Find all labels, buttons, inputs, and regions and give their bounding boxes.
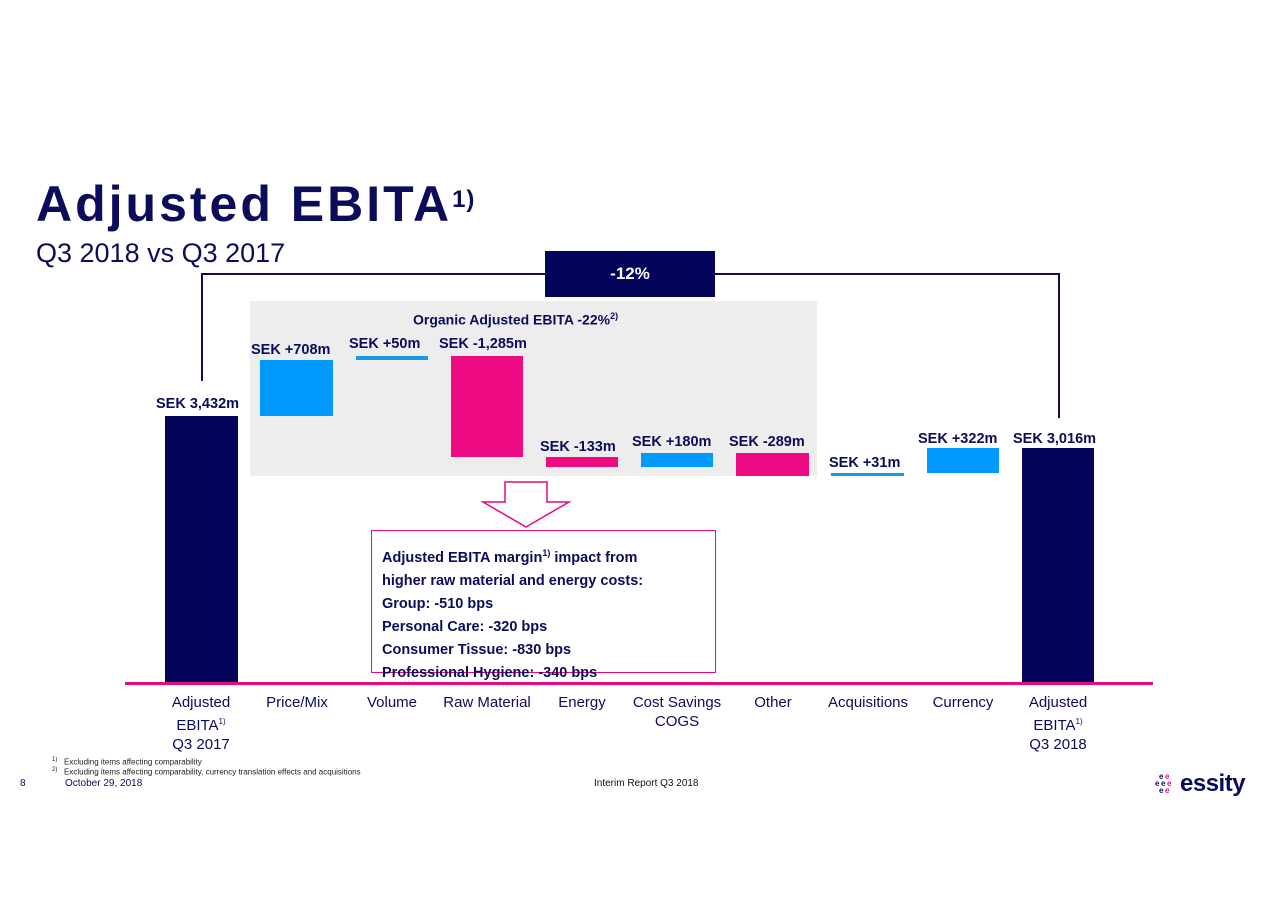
callout-group: Group: -510 bps [382,595,494,612]
category-line: EBITA1) [156,712,246,735]
category-line: COGS [654,713,700,730]
footnote-1: 1) Excluding items affecting comparabili… [52,757,202,767]
category-acquisitions: Acquisitions [827,694,909,711]
callout-heading-line2: higher raw material and energy costs: [382,572,644,589]
total-change-badge: -12% [545,251,715,297]
callout-professional-hygiene: Professional Hygiene: -340 bps [382,664,598,681]
bracket-left-vertical [201,273,203,381]
essity-logo-text: essity [1180,770,1246,797]
title-footnote-ref: 1) [452,186,476,213]
bar-label-volume: SEK +50m [349,336,421,352]
bar-label-other: SEK -289m [729,434,805,450]
bar-label-price-mix: SEK +708m [251,342,331,358]
category-cost-savings-cogs: Cost Savings COGS [622,693,732,731]
category-ebita-q3-2017: Adjusted EBITA1) Q3 2017 [156,693,246,754]
footnote-text: Excluding items affecting comparability,… [64,767,361,777]
category-text: EBITA [176,717,219,734]
category-line: Q3 2017 [172,736,230,753]
footnote-text: Excluding items affecting comparability [64,757,202,767]
callout-footnote-ref: 1) [542,548,551,558]
svg-text:e: e [1161,779,1166,788]
footnote-ref: 1) [52,757,58,763]
bar-ebita-q3-2018 [1022,448,1094,683]
svg-text:e: e [1159,772,1164,781]
category-raw-material: Raw Material [443,694,531,711]
category-price-mix: Price/Mix [266,694,328,711]
callout-personal-care: Personal Care: -320 bps [382,618,548,635]
organic-footnote-ref: 2) [610,311,619,321]
footnote-ref: 2) [52,767,58,773]
footer-report-title: Interim Report Q3 2018 [594,778,699,789]
bracket-top-left [201,273,546,275]
down-arrow-icon [480,481,572,528]
callout-heading-line1: Adjusted EBITA margin1) impact from [382,542,705,570]
category-line: Adjusted [1028,694,1088,711]
category-currency: Currency [932,694,994,711]
category-footnote-ref: 1) [1075,717,1083,726]
svg-text:e: e [1159,786,1164,795]
bar-ebita-q3-2017 [165,416,238,683]
category-line: Cost Savings [632,694,722,711]
callout-heading-suffix: impact from [550,549,638,566]
callout-consumer-tissue: Consumer Tissue: -830 bps [382,641,572,658]
category-line: Adjusted [171,694,231,711]
footnote-2: 2) Excluding items affecting comparabili… [52,767,361,777]
bar-label-cost-savings-cogs: SEK +180m [632,434,712,450]
category-line: EBITA1) [1013,712,1103,735]
bar-acquisitions [831,473,904,476]
bar-label-acquisitions: SEK +31m [829,455,901,471]
bar-raw-material [451,356,523,457]
organic-region-background [250,301,817,476]
margin-impact-callout: Adjusted EBITA margin1) impact from high… [371,530,716,681]
svg-text:e: e [1165,772,1170,781]
bracket-right-vertical [1058,273,1060,418]
svg-text:e: e [1165,786,1170,795]
category-volume: Volume [366,694,418,711]
bar-label-energy: SEK -133m [540,439,616,455]
bar-label-currency: SEK +322m [918,431,998,447]
organic-label-text: Organic Adjusted EBITA -22% [413,311,611,328]
bar-label-raw-material: SEK -1,285m [439,336,527,352]
category-energy: Energy [558,694,606,711]
slide-title: Adjusted EBITA1) [36,176,475,232]
bar-energy [546,457,618,467]
callout-heading-text: Adjusted EBITA margin [382,549,543,566]
title-text: Adjusted EBITA [36,176,453,232]
bar-volume [356,356,428,360]
slide-subtitle: Q3 2018 vs Q3 2017 [36,238,286,268]
bar-cost-savings-cogs [641,453,713,467]
category-text: EBITA [1033,717,1076,734]
page-number: 8 [20,778,26,789]
organic-ebita-label: Organic Adjusted EBITA -22%2) [413,311,618,328]
footer-date: October 29, 2018 [65,778,143,789]
category-footnote-ref: 1) [218,717,226,726]
category-ebita-q3-2018: Adjusted EBITA1) Q3 2018 [1013,693,1103,754]
bar-other [736,453,809,476]
category-other: Other [754,694,792,711]
bar-currency [927,448,999,473]
bar-price-mix [260,360,333,416]
bracket-top-right [714,273,1060,275]
svg-text:e: e [1155,779,1160,788]
bar-label-ebita-q3-2018: SEK 3,016m [1013,431,1097,447]
category-line: Q3 2018 [1029,736,1087,753]
svg-text:e: e [1167,779,1172,788]
x-axis-line [125,682,1153,685]
bar-label-ebita-q3-2017: SEK 3,432m [156,396,240,412]
